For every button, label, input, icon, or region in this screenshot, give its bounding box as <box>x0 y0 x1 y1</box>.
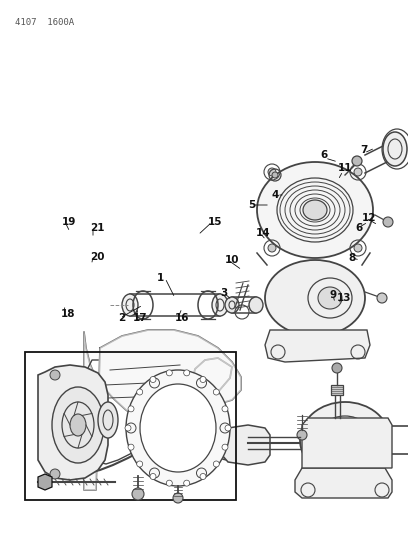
Polygon shape <box>302 418 392 468</box>
Ellipse shape <box>300 402 390 478</box>
Circle shape <box>132 488 144 500</box>
Circle shape <box>354 244 362 252</box>
Ellipse shape <box>318 287 342 309</box>
Polygon shape <box>265 330 370 362</box>
Polygon shape <box>295 468 392 498</box>
Circle shape <box>166 480 172 486</box>
Circle shape <box>150 376 156 383</box>
Ellipse shape <box>122 294 138 316</box>
Circle shape <box>50 469 60 479</box>
Ellipse shape <box>140 384 216 472</box>
Ellipse shape <box>220 437 236 453</box>
Ellipse shape <box>383 132 407 166</box>
Text: 14: 14 <box>256 228 271 238</box>
Text: 17: 17 <box>133 313 148 323</box>
Ellipse shape <box>126 370 230 486</box>
Circle shape <box>297 430 307 440</box>
Polygon shape <box>84 330 241 490</box>
Circle shape <box>184 480 190 486</box>
Circle shape <box>213 389 220 395</box>
Circle shape <box>268 244 276 252</box>
Ellipse shape <box>212 294 228 316</box>
Circle shape <box>225 425 231 431</box>
Text: 4107  1600A: 4107 1600A <box>15 18 74 27</box>
Polygon shape <box>222 425 270 465</box>
Circle shape <box>128 444 134 450</box>
Text: 1: 1 <box>157 273 164 283</box>
Ellipse shape <box>249 297 263 313</box>
Ellipse shape <box>70 414 86 436</box>
Ellipse shape <box>257 162 373 258</box>
Ellipse shape <box>332 363 342 373</box>
Bar <box>25 352 236 500</box>
Circle shape <box>50 370 60 380</box>
Circle shape <box>354 168 362 176</box>
Circle shape <box>200 473 206 480</box>
Text: 15: 15 <box>208 217 222 227</box>
Text: 21: 21 <box>90 223 104 233</box>
Ellipse shape <box>52 387 104 463</box>
Polygon shape <box>38 474 52 490</box>
Circle shape <box>268 168 276 176</box>
Polygon shape <box>38 365 108 480</box>
Circle shape <box>184 370 190 376</box>
Circle shape <box>125 425 131 431</box>
Text: 5: 5 <box>248 200 255 210</box>
Text: 16: 16 <box>175 313 189 323</box>
Circle shape <box>87 403 95 411</box>
Circle shape <box>200 376 206 383</box>
Text: 7: 7 <box>360 145 367 155</box>
Circle shape <box>173 493 183 503</box>
Circle shape <box>222 444 228 450</box>
Circle shape <box>377 293 387 303</box>
Circle shape <box>352 156 362 166</box>
Ellipse shape <box>213 430 243 460</box>
Text: 18: 18 <box>61 309 75 319</box>
Text: 4: 4 <box>272 190 279 200</box>
Ellipse shape <box>329 426 361 454</box>
Circle shape <box>222 406 228 412</box>
Circle shape <box>137 389 143 395</box>
Circle shape <box>150 473 156 480</box>
Circle shape <box>272 172 278 178</box>
Text: 12: 12 <box>362 213 377 223</box>
Text: 10: 10 <box>225 255 239 265</box>
Ellipse shape <box>303 200 327 220</box>
Text: 3: 3 <box>220 288 227 298</box>
Bar <box>331 385 343 395</box>
Text: 13: 13 <box>337 293 352 303</box>
Text: 20: 20 <box>90 252 104 262</box>
Text: 9: 9 <box>330 290 337 300</box>
Ellipse shape <box>98 402 118 438</box>
Ellipse shape <box>225 297 239 313</box>
Circle shape <box>166 370 172 376</box>
Text: 6: 6 <box>320 150 327 160</box>
Ellipse shape <box>265 260 365 336</box>
Text: 2: 2 <box>118 313 125 323</box>
Circle shape <box>128 406 134 412</box>
Circle shape <box>137 461 143 467</box>
Text: 11: 11 <box>338 163 353 173</box>
Circle shape <box>383 217 393 227</box>
Circle shape <box>213 461 220 467</box>
Text: 19: 19 <box>62 217 76 227</box>
Text: 6: 6 <box>355 223 362 233</box>
Text: 8: 8 <box>348 253 355 263</box>
